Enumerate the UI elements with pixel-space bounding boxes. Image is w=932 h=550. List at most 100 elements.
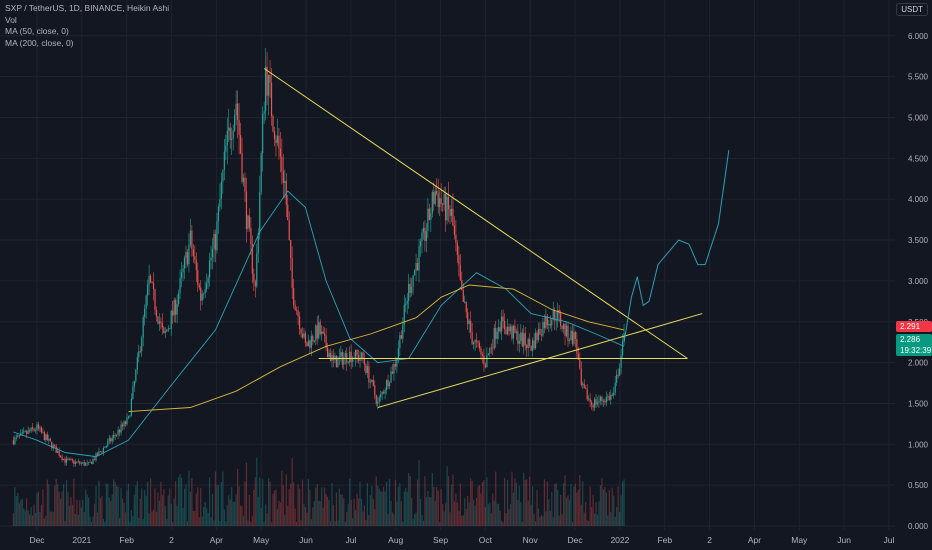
candle-body <box>387 379 389 387</box>
candle-body <box>244 177 246 192</box>
candle-body <box>526 344 528 349</box>
candle-body <box>88 462 90 463</box>
volume-bar <box>108 497 110 526</box>
candle-body <box>621 340 624 356</box>
volume-bar <box>290 483 292 526</box>
candle-body <box>478 342 481 349</box>
volume-bar <box>350 499 352 526</box>
volume-bar <box>368 514 370 526</box>
volume-bar <box>310 519 312 526</box>
volume-bar <box>45 515 47 526</box>
volume-bar <box>415 512 417 526</box>
candle-body <box>529 339 531 346</box>
volume-bar <box>273 490 276 526</box>
time-tick-label: 2 <box>169 535 174 545</box>
time-tick-label: Feb <box>657 535 672 545</box>
volume-bar <box>406 491 408 526</box>
candle-body <box>418 246 420 271</box>
candle-body <box>238 120 240 136</box>
candle-body <box>144 308 146 318</box>
volume-bar <box>567 495 569 526</box>
time-tick-label: May <box>791 535 808 545</box>
volume-bar <box>141 488 143 526</box>
candle-body <box>216 221 218 251</box>
currency-label[interactable]: USDT <box>896 3 928 16</box>
volume-bar <box>499 510 501 526</box>
trendline-ascending-support[interactable] <box>377 313 703 409</box>
volume-bar <box>111 494 113 526</box>
volume-bar <box>182 508 184 526</box>
candle-body <box>383 392 385 394</box>
candle-body <box>178 293 180 305</box>
candle-body <box>223 151 225 171</box>
volume-bar <box>477 486 479 526</box>
volume-bar <box>166 519 168 526</box>
volume-bar <box>223 509 225 526</box>
volume-bar <box>12 513 14 526</box>
candle-body <box>523 333 525 347</box>
candle-body <box>147 284 149 296</box>
price-axis[interactable]: 6.0005.5005.0004.5004.0003.5003.0002.500… <box>908 32 929 531</box>
candle-body <box>589 398 591 403</box>
volume-bar <box>437 490 439 526</box>
volume-bar <box>24 510 26 526</box>
trendline-descending-resistance[interactable] <box>263 68 688 359</box>
candle-body <box>582 383 584 385</box>
candle-body <box>93 459 96 461</box>
candle-body <box>470 320 472 333</box>
volume-bar <box>568 499 571 526</box>
volume-bar <box>449 512 451 526</box>
time-tick-label: Dec <box>29 535 45 545</box>
volume-bar <box>250 521 252 526</box>
volume-bar <box>96 512 99 526</box>
volume-bar <box>381 491 383 526</box>
volume-bar <box>462 515 464 526</box>
candle-body <box>456 242 458 256</box>
volume-bar <box>352 518 354 526</box>
candle-body <box>502 316 504 321</box>
ma200-line <box>128 284 625 413</box>
volume-bar <box>601 478 603 526</box>
candle-body <box>293 288 295 305</box>
candle-body <box>536 332 538 340</box>
volume-bar <box>54 485 56 526</box>
candle-body <box>543 322 545 329</box>
volume-bar <box>608 490 610 526</box>
volume-bar <box>65 479 68 526</box>
candle-body <box>237 103 239 121</box>
candle-body <box>616 374 618 383</box>
candle-body <box>313 340 315 342</box>
candle-body <box>188 244 190 265</box>
candle-body <box>113 434 115 438</box>
volume-bar <box>501 520 503 526</box>
candle-body <box>602 400 604 402</box>
volume-bar <box>316 483 318 526</box>
candle-body <box>601 396 603 402</box>
candle-body <box>182 268 184 273</box>
candle-body <box>596 402 599 405</box>
candle-body <box>267 74 270 96</box>
volume-bar <box>363 505 366 526</box>
volume-bar <box>297 484 299 526</box>
price-tag-current: 2.286 19:32:39 <box>896 334 932 356</box>
volume-bar <box>157 492 159 526</box>
candle-body <box>608 396 610 400</box>
candle-body <box>564 324 566 337</box>
candle-body <box>284 180 286 183</box>
volume-bar <box>99 497 102 526</box>
candle-body <box>303 333 305 338</box>
volume-bar <box>259 477 261 526</box>
candle-body <box>614 382 616 393</box>
time-axis[interactable]: Dec 2021 Feb 2 Apr May Jun Jul Aug Sep Oct Nov Dec 20… <box>29 535 894 545</box>
price-tick-label: 1.000 <box>908 440 929 449</box>
volume-bar <box>380 491 382 526</box>
volume-bar <box>253 489 255 526</box>
candle-body <box>411 286 413 293</box>
volume-bar <box>124 512 127 526</box>
volume-bar <box>599 485 602 526</box>
volume-bar <box>439 522 441 526</box>
candle-body <box>278 135 280 149</box>
candle-body <box>276 135 279 143</box>
volume-bar <box>571 521 574 526</box>
